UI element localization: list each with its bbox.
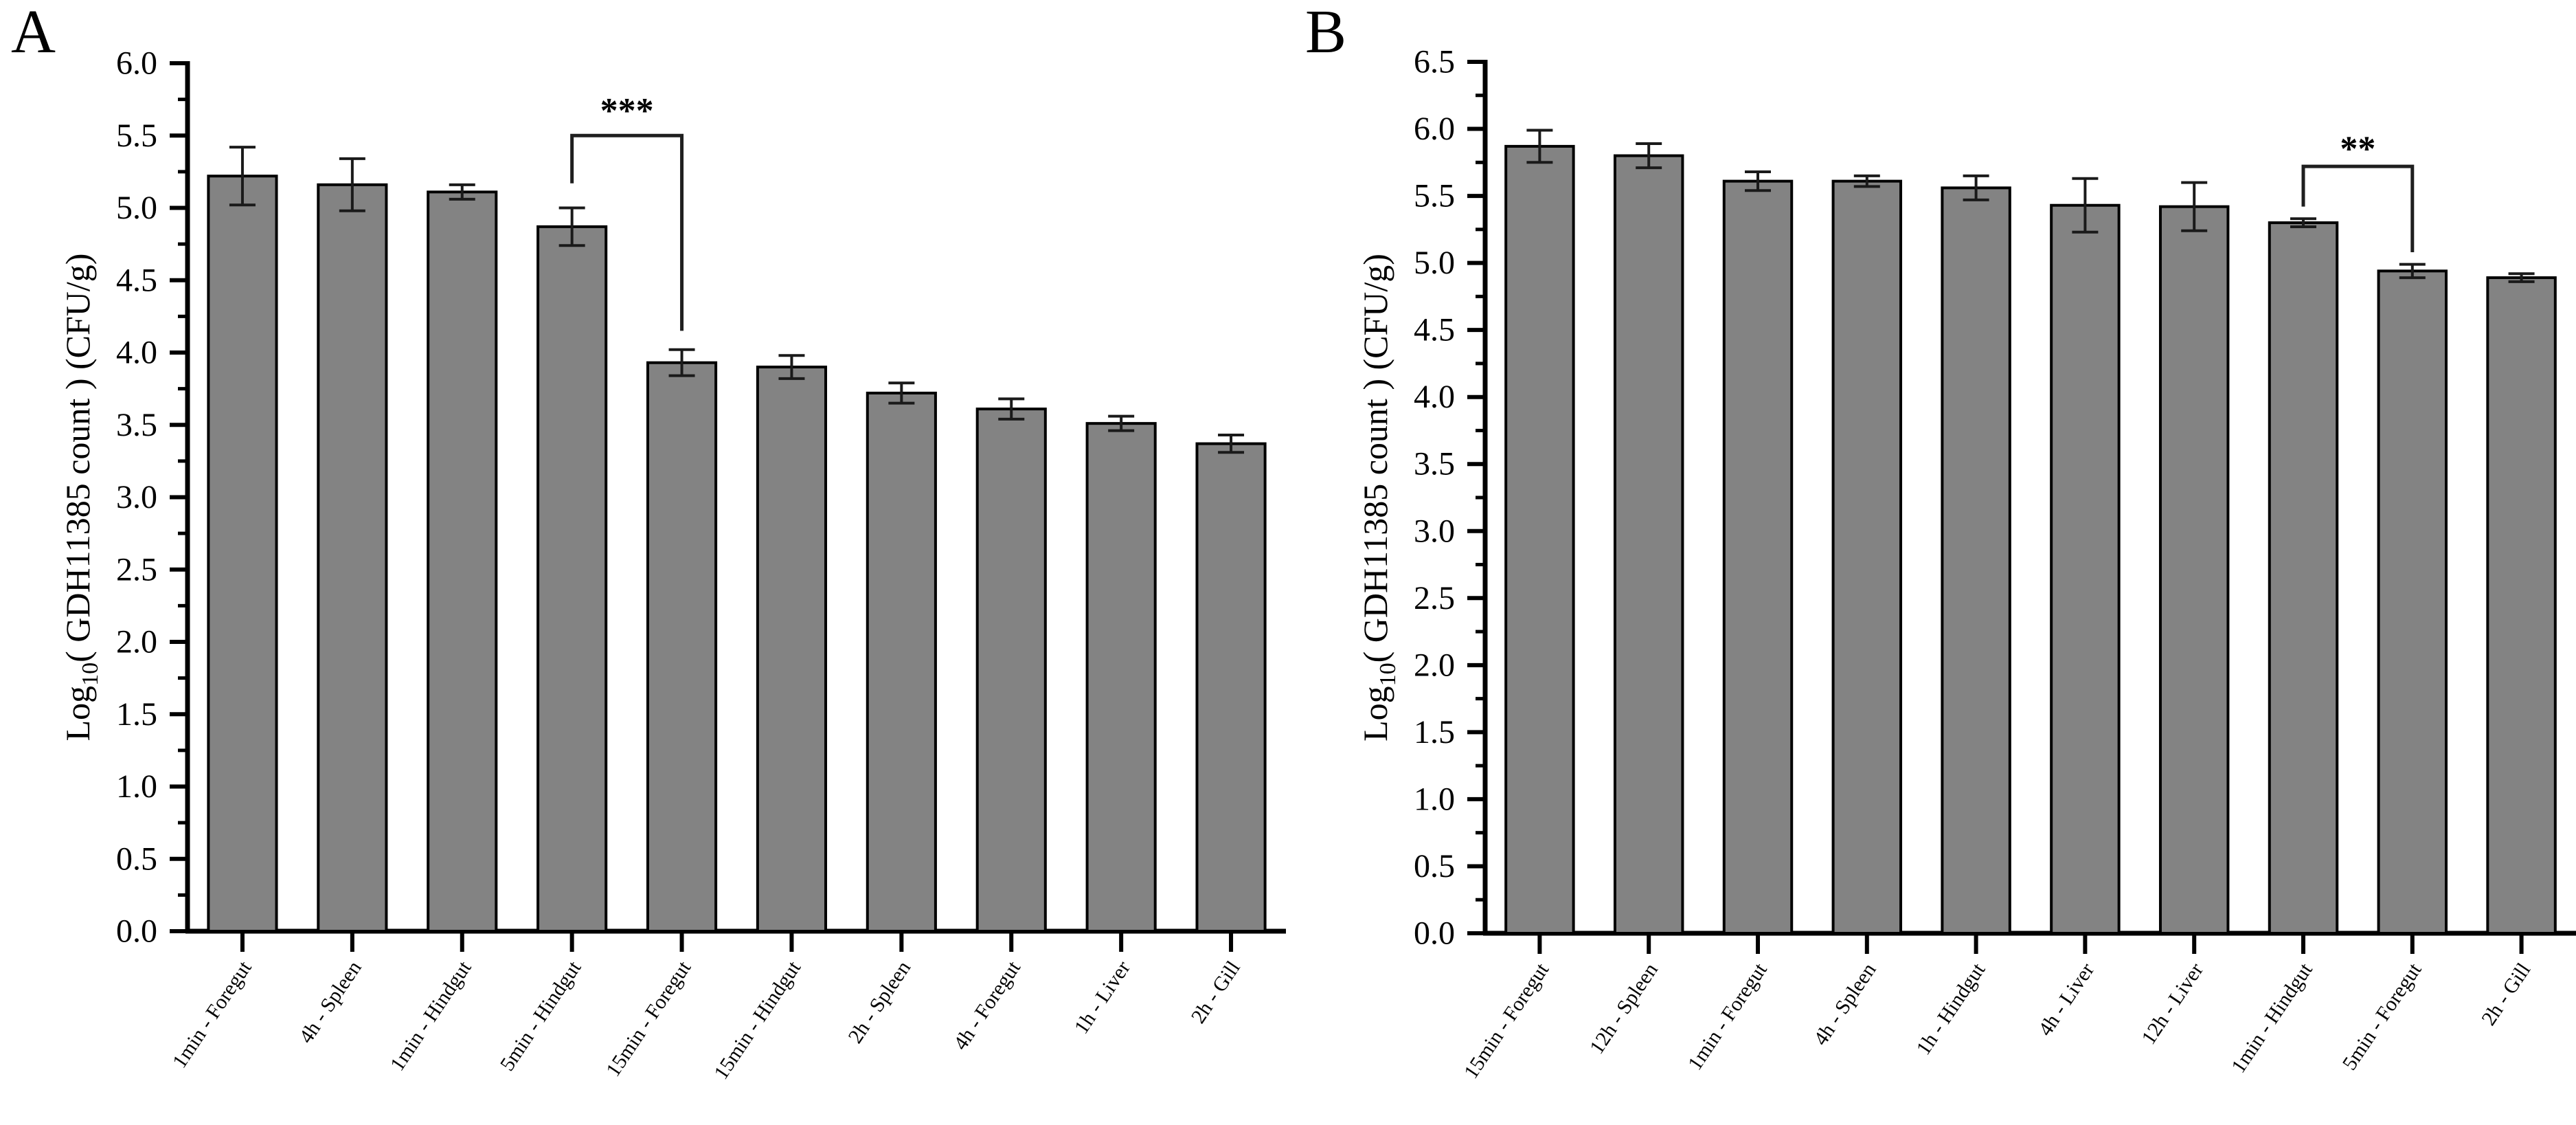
y-tick-label: 0.0	[1414, 915, 1455, 952]
y-tick-label: 2.5	[116, 551, 157, 588]
x-category-label: 12h - Spleen	[1585, 959, 1662, 1058]
y-axis-label: Log10( GDH11385 count ) (CFU/g)	[1356, 254, 1401, 742]
bar	[2377, 269, 2448, 935]
significance-stars: **	[2340, 129, 2375, 168]
panel-label-a: A	[11, 0, 56, 66]
y-tick-label: 2.0	[116, 624, 157, 660]
x-category-label: 1h - Hindgut	[1912, 959, 1989, 1059]
x-category-label: 1min - Foregut	[168, 957, 256, 1072]
panel-label-b: B	[1305, 0, 1347, 66]
significance-stars: ***	[600, 91, 654, 131]
x-category-label: 4h - Spleen	[295, 957, 366, 1047]
y-tick-label: 4.5	[116, 262, 157, 298]
x-category-label: 1min - Hindgut	[2227, 959, 2317, 1077]
y-tick-label: 3.5	[116, 407, 157, 443]
bar	[866, 391, 937, 933]
x-category-label: 1min - Hindgut	[386, 957, 476, 1075]
bar	[536, 225, 608, 933]
y-tick-label: 1.0	[116, 768, 157, 805]
bar	[1831, 179, 1903, 935]
bar	[1941, 186, 2011, 935]
bar	[2486, 276, 2557, 935]
y-tick-label: 0.5	[1414, 848, 1455, 884]
y-tick-label: 0.0	[116, 913, 157, 950]
significance-bracket	[2301, 164, 2415, 253]
y-tick-label: 4.5	[1414, 312, 1455, 348]
bar	[207, 175, 278, 933]
bar	[427, 190, 498, 933]
x-category-label: 2h - Spleen	[844, 957, 915, 1047]
bar	[2050, 203, 2121, 935]
significance-bracket	[570, 133, 684, 331]
y-axis-label: Log10( GDH11385 count ) (CFU/g)	[58, 254, 103, 742]
y-tick-label: 6.0	[1414, 111, 1455, 147]
x-category-label: 4h - Liver	[2034, 959, 2099, 1040]
y-tick-label: 3.5	[1414, 446, 1455, 482]
bar	[317, 183, 388, 933]
bar	[1195, 442, 1267, 933]
bar	[1085, 422, 1157, 933]
y-tick-label: 3.0	[1414, 513, 1455, 549]
y-tick-label: 2.0	[1414, 647, 1455, 683]
y-tick-label: 1.5	[116, 696, 157, 733]
y-tick-label: 1.5	[1414, 714, 1455, 750]
y-tick-label: 5.0	[116, 190, 157, 226]
y-tick-label: 0.5	[116, 840, 157, 877]
x-category-label: 1h - Liver	[1070, 957, 1135, 1038]
y-tick-label: 2.5	[1414, 580, 1455, 616]
bar	[1504, 144, 1575, 935]
y-tick-label: 5.0	[1414, 245, 1455, 281]
y-tick-label: 5.5	[1414, 178, 1455, 214]
x-category-label: 5min - Hindgut	[496, 957, 586, 1075]
bar	[1613, 154, 1684, 935]
x-category-label: 15min - Hindgut	[710, 957, 806, 1084]
bar	[2158, 205, 2230, 935]
y-tick-label: 4.0	[116, 335, 157, 371]
bar	[1722, 179, 1794, 935]
x-category-label: 4h - Foregut	[949, 957, 1026, 1054]
bar	[756, 366, 828, 933]
x-category-label: 1min - Foregut	[1684, 959, 1772, 1074]
y-tick-label: 6.0	[116, 45, 157, 82]
x-category-label: 2h - Gill	[2477, 959, 2535, 1029]
x-category-label: 15min - Foregut	[602, 957, 696, 1081]
x-category-label: 5min - Foregut	[2338, 959, 2426, 1074]
bar	[646, 361, 718, 933]
bar	[975, 408, 1047, 933]
bar	[2268, 221, 2339, 935]
x-category-label: 4h - Spleen	[1809, 959, 1881, 1049]
y-tick-label: 3.0	[116, 479, 157, 515]
y-tick-label: 5.5	[116, 118, 157, 154]
y-tick-label: 1.0	[1414, 781, 1455, 817]
y-tick-label: 4.0	[1414, 379, 1455, 415]
x-category-label: 2h - Gill	[1187, 957, 1245, 1027]
y-tick-label: 6.5	[1414, 44, 1455, 80]
x-category-label: 15min - Foregut	[1460, 959, 1554, 1083]
x-category-label: 12h - Liver	[2137, 959, 2208, 1048]
